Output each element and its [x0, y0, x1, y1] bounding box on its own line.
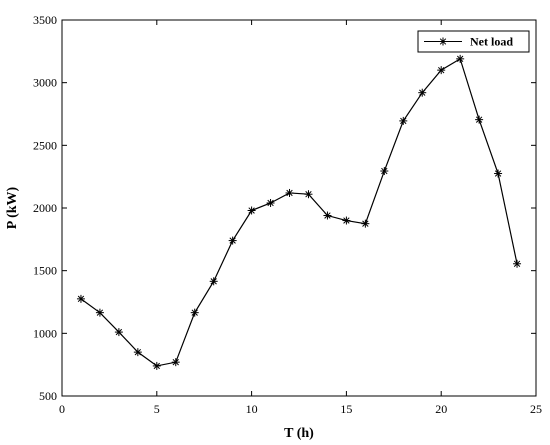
data-point: [190, 308, 199, 317]
data-point: [133, 348, 142, 357]
x-tick-label: 5: [154, 402, 160, 416]
x-tick-label: 15: [340, 402, 352, 416]
y-tick-label: 3000: [33, 76, 57, 90]
data-point: [152, 361, 161, 370]
y-tick-label: 3500: [33, 13, 57, 27]
plot-frame: [61, 19, 537, 397]
data-point: [209, 277, 218, 286]
y-tick-label: 1000: [33, 326, 57, 340]
axis-ticks: 0 5 10 15 20 25 500 1000 1500 2000 2500 3000 3500: [33, 13, 542, 416]
y-tick-label: 1500: [33, 264, 57, 278]
x-tick-label: 25: [530, 402, 542, 416]
data-point: [95, 308, 104, 317]
data-point: [513, 259, 522, 268]
data-point: [76, 294, 85, 303]
data-point: [380, 167, 389, 176]
y-tick-label: 500: [39, 389, 57, 403]
data-point: [475, 115, 484, 124]
legend: Net load: [417, 30, 530, 53]
data-point: [342, 216, 351, 225]
data-point: [399, 116, 408, 125]
legend-marker: [439, 37, 447, 46]
data-point: [494, 169, 503, 178]
data-point: [304, 190, 313, 199]
series-layer: [76, 54, 522, 370]
y-axis-label: P (kW): [5, 186, 20, 229]
legend-marker-star: [439, 37, 447, 46]
y-tick-label: 2000: [33, 201, 57, 215]
data-point: [171, 358, 180, 367]
x-tick-label: 20: [435, 402, 447, 416]
data-point: [323, 211, 332, 220]
legend-entry-net-load: Net load: [470, 35, 513, 49]
x-tick-label: 0: [59, 402, 65, 416]
data-point: [228, 236, 237, 245]
data-point: [456, 54, 465, 63]
data-point: [247, 206, 256, 215]
y-tick-label: 2500: [33, 138, 57, 152]
data-point: [114, 328, 123, 337]
x-axis-label: T (h): [284, 426, 314, 441]
data-point: [285, 188, 294, 197]
data-point: [266, 198, 275, 207]
legend-box: [417, 30, 530, 53]
series-line-net-load: [80, 57, 518, 367]
x-tick-label: 10: [246, 402, 258, 416]
data-point: [437, 66, 446, 75]
data-point: [418, 88, 427, 97]
data-point: [361, 219, 370, 228]
